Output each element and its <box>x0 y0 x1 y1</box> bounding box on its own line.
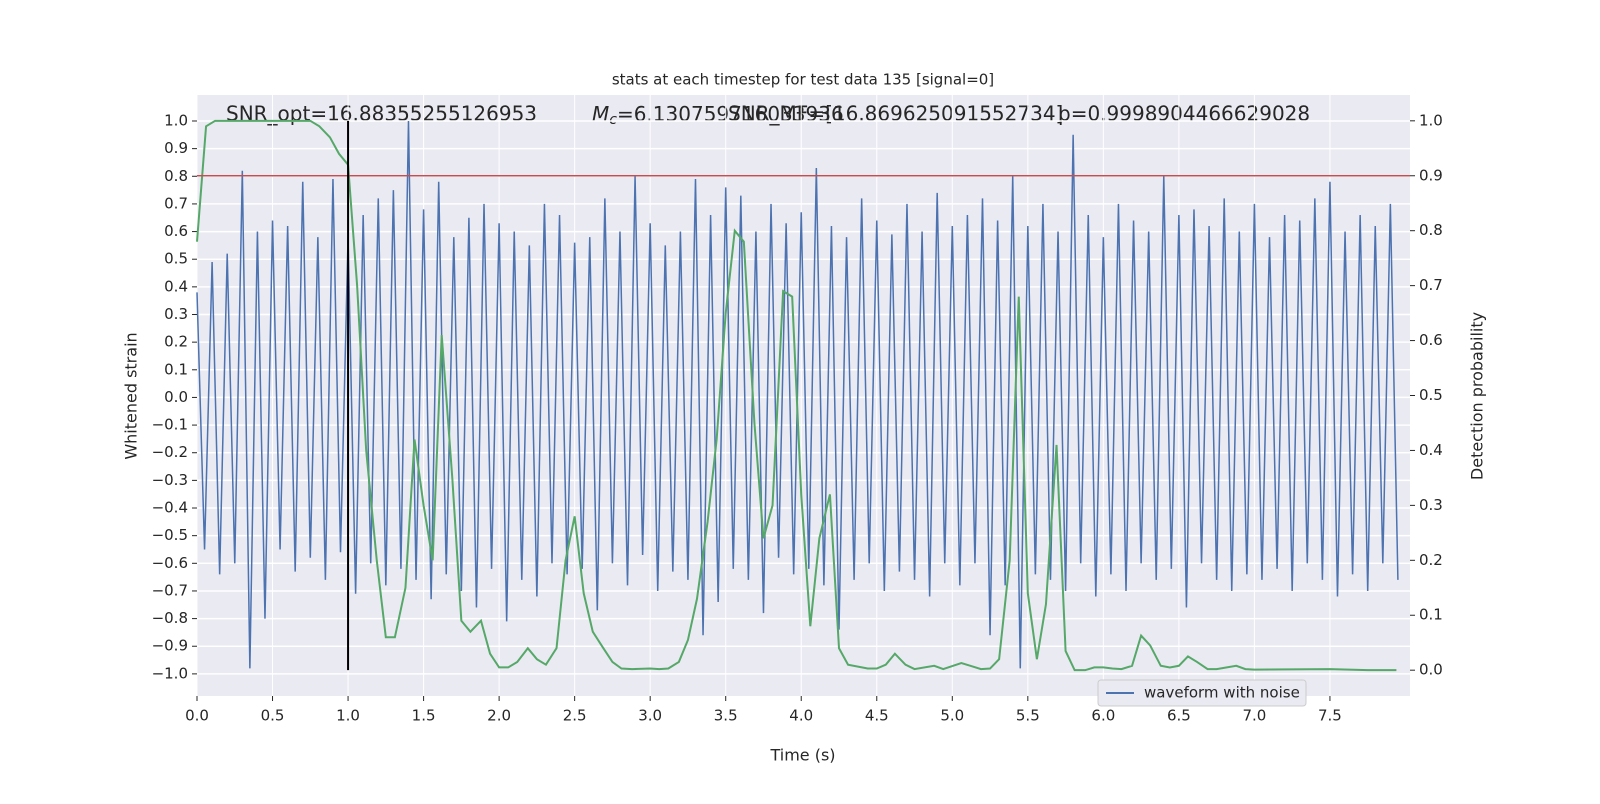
annotation-subscript: c <box>609 112 617 128</box>
x-tick-label: 0.0 <box>185 707 209 725</box>
y-tick-label: 1.0 <box>164 111 188 129</box>
y2-axis-label: Detection probability <box>1468 312 1487 480</box>
y-tick-label: −0.5 <box>152 526 188 544</box>
plot-area <box>197 95 1410 696</box>
x-tick-label: 2.5 <box>563 707 587 725</box>
x-tick-label: 5.0 <box>940 707 964 725</box>
x-tick-label: 3.0 <box>638 707 662 725</box>
y-tick-label: −0.7 <box>152 581 188 599</box>
y-tick-label: −0.9 <box>152 637 188 655</box>
y-tick-label: 0.2 <box>164 333 188 351</box>
annotation: SNR_MF=[16.869625091552734] <box>728 102 1063 126</box>
y-tick-label: 0.4 <box>164 277 188 295</box>
y-tick-label: 0.0 <box>164 388 188 406</box>
x-axis-label: Time (s) <box>769 746 835 765</box>
x-tick-label: 6.5 <box>1167 707 1191 725</box>
x-tick-label: 1.5 <box>412 707 436 725</box>
annotation-symbol: M <box>592 102 609 126</box>
x-tick-label: 2.0 <box>487 707 511 725</box>
y-tick-label: −0.3 <box>152 471 188 489</box>
x-tick-label: 6.0 <box>1091 707 1115 725</box>
y2-tick-label: 0.6 <box>1419 331 1443 349</box>
x-tick-label: 5.5 <box>1016 707 1040 725</box>
x-tick-label: 1.0 <box>336 707 360 725</box>
legend-label: waveform with noise <box>1144 684 1300 702</box>
y2-tick-label: 0.3 <box>1419 496 1443 514</box>
y-tick-label: 0.9 <box>164 139 188 157</box>
chart-title: stats at each timestep for test data 135… <box>612 71 994 89</box>
legend-box <box>1097 679 1307 707</box>
y-axis-label: Whitened strain <box>122 332 141 459</box>
y-tick-label: 0.5 <box>164 250 188 268</box>
y2-tick-label: 1.0 <box>1419 111 1443 129</box>
y-tick-label: −0.2 <box>152 443 188 461</box>
x-tick-label: 4.0 <box>789 707 813 725</box>
y2-tick-label: 0.8 <box>1419 221 1443 239</box>
y-tick-label: 0.3 <box>164 305 188 323</box>
y2-tick-label: 0.4 <box>1419 441 1443 459</box>
y-tick-label: −0.8 <box>152 609 188 627</box>
x-tick-label: 4.5 <box>865 707 889 725</box>
x-tick-label: 0.5 <box>261 707 285 725</box>
x-tick-label: 3.5 <box>714 707 738 725</box>
y-tick-label: 0.1 <box>164 360 188 378</box>
y2-tick-label: 0.1 <box>1419 606 1443 624</box>
x-tick-label: 7.0 <box>1242 707 1266 725</box>
y2-tick-label: 0.9 <box>1419 166 1443 184</box>
probability-line <box>196 119 1397 672</box>
annotation: p=0.9998904466629028 <box>1058 102 1310 126</box>
y-tick-label: −0.4 <box>152 499 188 517</box>
y-tick-label: −1.0 <box>152 664 188 682</box>
y-tick-label: 0.8 <box>164 167 188 185</box>
y2-tick-label: 0.0 <box>1419 661 1443 679</box>
x-tick-label: 7.5 <box>1318 707 1342 725</box>
y2-tick-label: 0.7 <box>1419 276 1443 294</box>
y-tick-label: 0.6 <box>164 222 188 240</box>
plot-layer: 0.0 0.5 1.0 1.5 2.0 2.5 3.0 3.5 4.0 4.5 5.0 5.5 6.0 6… <box>152 95 1443 725</box>
y-tick-label: −0.1 <box>152 416 188 434</box>
y2-tick-label: 0.2 <box>1419 551 1443 569</box>
y-tick-label: −0.6 <box>152 554 188 572</box>
y-tick-label: 0.7 <box>164 194 188 212</box>
y2-tick-label: 0.5 <box>1419 386 1443 404</box>
